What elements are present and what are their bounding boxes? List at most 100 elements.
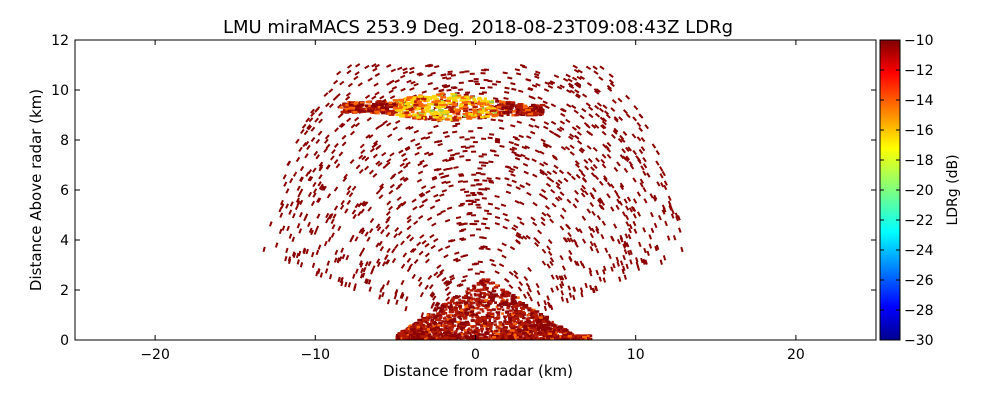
- clutter-cell: [443, 329, 447, 332]
- clutter-cell: [494, 301, 497, 304]
- speckle-mark: [452, 132, 457, 133]
- clutter-cell: [530, 316, 534, 319]
- speckle-mark: [422, 312, 423, 317]
- clutter-cell: [552, 321, 554, 324]
- clutter-cell: [428, 331, 430, 334]
- clutter-cell: [504, 335, 508, 338]
- colorbar-tick-label: −30: [904, 333, 934, 349]
- clutter-cell: [423, 328, 425, 331]
- clutter-cell: [587, 337, 589, 340]
- speckle-mark: [326, 269, 327, 274]
- clutter-cell: [443, 317, 447, 320]
- cirrus-cell: [446, 100, 451, 103]
- speckle-mark: [510, 149, 515, 150]
- clutter-cell: [489, 293, 493, 296]
- speckle-mark: [338, 277, 339, 282]
- cirrus-cell: [463, 106, 467, 109]
- clutter-cell: [422, 335, 426, 338]
- cirrus-cell: [453, 98, 456, 101]
- clutter-cell: [502, 337, 504, 340]
- cirrus-cell: [489, 101, 494, 104]
- speckle-mark: [562, 297, 563, 302]
- cirrus-cell: [450, 118, 453, 121]
- clutter-cell: [489, 320, 491, 323]
- speckle-mark: [459, 205, 464, 206]
- clutter-cell: [437, 319, 441, 322]
- clutter-cell: [431, 314, 433, 317]
- speckle-mark: [447, 207, 452, 208]
- speckle-mark: [461, 280, 466, 281]
- cirrus-cell: [516, 111, 519, 114]
- clutter-cell: [479, 337, 484, 340]
- x-tick-label: 20: [787, 347, 805, 363]
- clutter-cell: [439, 328, 443, 331]
- clutter-cell: [535, 312, 538, 315]
- clutter-cell: [509, 309, 513, 312]
- clutter-cell: [501, 312, 504, 315]
- clutter-cell: [434, 328, 437, 331]
- clutter-cell: [449, 332, 451, 335]
- speckle-mark: [439, 90, 444, 91]
- clutter-cell: [470, 303, 472, 306]
- cirrus-cell: [462, 101, 467, 104]
- cirrus-cell: [393, 99, 399, 102]
- clutter-cell: [535, 317, 538, 320]
- clutter-cell: [470, 305, 474, 308]
- clutter-cell: [454, 330, 457, 333]
- clutter-cell: [568, 335, 572, 338]
- clutter-cell: [487, 304, 490, 307]
- cirrus-cell: [412, 114, 417, 117]
- clutter-cell: [490, 313, 495, 316]
- clutter-cell: [525, 325, 527, 328]
- cirrus-cell: [510, 101, 515, 104]
- speckle-mark: [505, 178, 510, 179]
- clutter-cell: [459, 316, 462, 319]
- cirrus-cell: [522, 112, 526, 115]
- cirrus-cell: [481, 100, 487, 103]
- y-tick-label: 2: [60, 283, 69, 299]
- speckle-mark: [263, 247, 264, 252]
- cirrus-cell: [376, 100, 380, 103]
- clutter-cell: [503, 303, 508, 306]
- colorbar-tick-label: −12: [904, 63, 934, 79]
- colorbar-tick-label: −22: [904, 213, 934, 229]
- speckle-mark: [500, 146, 505, 147]
- clutter-cell: [468, 323, 471, 326]
- clutter-cell: [539, 313, 543, 316]
- cirrus-cell: [398, 103, 401, 106]
- clutter-cell: [409, 332, 413, 335]
- clutter-cell: [476, 289, 480, 292]
- clutter-cell: [498, 321, 502, 324]
- clutter-cell: [458, 299, 461, 302]
- clutter-cell: [483, 296, 486, 299]
- clutter-cell: [469, 297, 471, 300]
- colorbar-tick-label: −24: [904, 243, 934, 259]
- clutter-cell: [556, 335, 559, 338]
- clutter-cell: [506, 323, 511, 326]
- clutter-cell: [491, 322, 494, 325]
- speckle-mark: [483, 246, 488, 247]
- speckle-mark: [593, 288, 594, 293]
- cirrus-cell: [427, 96, 431, 99]
- speckle-mark: [509, 142, 514, 143]
- clutter-cell: [486, 278, 491, 281]
- clutter-cell: [465, 308, 467, 311]
- cirrus-cell: [507, 108, 512, 111]
- clutter-cell: [429, 326, 432, 329]
- clutter-cell: [446, 315, 450, 318]
- clutter-cell: [503, 326, 508, 329]
- cirrus-cell: [339, 106, 342, 109]
- cirrus-cell: [434, 116, 439, 119]
- cirrus-cell: [456, 119, 459, 122]
- clutter-cell: [417, 326, 420, 329]
- speckle-mark: [495, 139, 500, 140]
- cirrus-cell: [472, 106, 477, 109]
- clutter-cell: [481, 330, 483, 333]
- clutter-cell: [524, 304, 529, 307]
- cirrus-cell: [520, 108, 523, 111]
- clutter-cell: [511, 296, 514, 299]
- speckle-mark: [441, 74, 446, 75]
- speckle-mark: [427, 65, 432, 66]
- cirrus-cell: [358, 110, 362, 113]
